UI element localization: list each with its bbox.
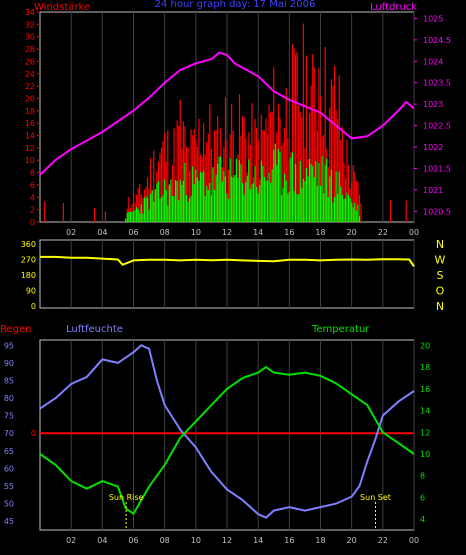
temperature-axis-title: Temperatur bbox=[311, 324, 370, 335]
x-tick-label: 00 bbox=[409, 536, 419, 545]
pressure-line bbox=[39, 51, 415, 176]
wind-tick-label: 30 bbox=[25, 33, 35, 42]
wind-tick-label: 28 bbox=[25, 45, 35, 54]
x-tick-label: 08 bbox=[160, 228, 170, 237]
humidity-temperature-panel: Regen Luftfeuchte Temperatur 45505560657… bbox=[0, 324, 430, 545]
wind-tick-label: 34 bbox=[25, 8, 35, 17]
x-tick-label: 18 bbox=[315, 536, 325, 545]
humidity-tick-label: 75 bbox=[4, 412, 14, 421]
x-tick-label: 12 bbox=[222, 228, 232, 237]
rain-tick-label: 0 bbox=[31, 429, 36, 438]
pressure-tick-label: 1023 bbox=[423, 100, 443, 109]
humidity-tick-label: 80 bbox=[4, 394, 14, 403]
temperature-tick-label: 16 bbox=[420, 385, 430, 394]
pressure-tick-label: 1024.5 bbox=[423, 36, 451, 45]
x-tick-label: 16 bbox=[284, 536, 294, 545]
x-tick-label: 00 bbox=[409, 228, 419, 237]
temperature-tick-label: 12 bbox=[420, 428, 430, 437]
humidity-tick-label: 60 bbox=[4, 464, 14, 473]
wind-axis-title: Windstärke bbox=[34, 2, 90, 13]
compass-label: O bbox=[436, 285, 445, 298]
wind-tick-label: 16 bbox=[25, 119, 35, 128]
wind-tick-label: 10 bbox=[25, 156, 35, 165]
direction-tick-label: 270 bbox=[21, 256, 36, 265]
wind-tick-label: 18 bbox=[25, 107, 35, 116]
pressure-axis-title: Luftdruck bbox=[370, 2, 417, 13]
sun-marker-label: Sun Set bbox=[360, 493, 391, 502]
wind-tick-label: 14 bbox=[25, 132, 35, 141]
pressure-tick-label: 1021.5 bbox=[423, 164, 451, 173]
x-tick-label: 20 bbox=[347, 228, 357, 237]
temperature-tick-label: 14 bbox=[420, 407, 430, 416]
pressure-tick-label: 1022.5 bbox=[423, 122, 451, 131]
chart-title: 24 hour graph day: 17 Mai 2006 bbox=[155, 0, 316, 10]
x-tick-label: 08 bbox=[160, 536, 170, 545]
x-tick-label: 12 bbox=[222, 536, 232, 545]
x-tick-label: 06 bbox=[128, 536, 138, 545]
x-tick-label: 02 bbox=[66, 228, 76, 237]
wind-tick-label: 22 bbox=[25, 82, 35, 91]
direction-tick-label: 360 bbox=[21, 240, 36, 249]
x-tick-label: 14 bbox=[253, 228, 263, 237]
pressure-tick-label: 1025 bbox=[423, 14, 443, 23]
rain-axis-title: Regen bbox=[0, 324, 32, 335]
pressure-tick-label: 1024 bbox=[423, 57, 443, 66]
direction-line bbox=[40, 255, 415, 267]
wind-tick-label: 0 bbox=[30, 218, 35, 227]
wind-tick-label: 8 bbox=[30, 169, 35, 178]
direction-tick-label: 0 bbox=[31, 302, 36, 311]
humidity-tick-label: 55 bbox=[4, 482, 14, 491]
pressure-tick-label: 1020.5 bbox=[423, 207, 451, 216]
direction-tick-label: 90 bbox=[26, 287, 36, 296]
wind-tick-label: 26 bbox=[25, 57, 35, 66]
humidity-tick-label: 85 bbox=[4, 376, 14, 385]
humidity-axis-title: Luftfeuchte bbox=[66, 324, 123, 335]
wind-tick-label: 12 bbox=[25, 144, 35, 153]
wind-tick-label: 6 bbox=[30, 181, 35, 190]
temperature-line bbox=[39, 365, 415, 516]
x-tick-label: 06 bbox=[128, 228, 138, 237]
x-tick-label: 18 bbox=[315, 228, 325, 237]
temperature-tick-label: 4 bbox=[420, 515, 425, 524]
wind-pressure-panel: Windstärke 24 hour graph day: 17 Mai 200… bbox=[25, 0, 451, 237]
compass-label: S bbox=[437, 269, 444, 282]
compass-label: N bbox=[436, 300, 444, 313]
x-tick-label: 20 bbox=[347, 536, 357, 545]
humidity-tick-label: 90 bbox=[4, 359, 14, 368]
wind-tick-label: 24 bbox=[25, 70, 35, 79]
temperature-tick-label: 20 bbox=[420, 341, 430, 350]
compass-label: N bbox=[436, 238, 444, 251]
x-tick-label: 02 bbox=[66, 536, 76, 545]
compass-label: W bbox=[435, 254, 446, 267]
x-tick-label: 14 bbox=[253, 536, 263, 545]
x-tick-label: 22 bbox=[378, 228, 388, 237]
x-tick-label: 10 bbox=[191, 228, 201, 237]
temperature-tick-label: 10 bbox=[420, 450, 430, 459]
humidity-tick-label: 50 bbox=[4, 500, 14, 509]
pressure-tick-label: 1022 bbox=[423, 143, 443, 152]
temperature-tick-label: 8 bbox=[420, 472, 425, 481]
wind-tick-label: 20 bbox=[25, 94, 35, 103]
direction-tick-label: 180 bbox=[21, 271, 36, 280]
humidity-tick-label: 65 bbox=[4, 447, 14, 456]
humidity-tick-label: 95 bbox=[4, 341, 14, 350]
x-tick-label: 10 bbox=[191, 536, 201, 545]
temperature-tick-label: 18 bbox=[420, 363, 430, 372]
x-tick-label: 04 bbox=[97, 228, 107, 237]
x-tick-label: 22 bbox=[378, 536, 388, 545]
humidity-tick-label: 70 bbox=[4, 429, 14, 438]
humidity-line bbox=[39, 344, 415, 519]
pressure-tick-label: 1021 bbox=[423, 186, 443, 195]
temperature-tick-label: 6 bbox=[420, 493, 425, 502]
humidity-tick-label: 45 bbox=[4, 517, 14, 526]
x-tick-label: 16 bbox=[284, 228, 294, 237]
x-tick-label: 04 bbox=[97, 536, 107, 545]
pressure-tick-label: 1023.5 bbox=[423, 79, 451, 88]
sun-marker-label: Sun Rise bbox=[109, 493, 144, 502]
wind-tick-label: 32 bbox=[25, 20, 35, 29]
wind-tick-label: 4 bbox=[30, 193, 35, 202]
wind-tick-label: 2 bbox=[30, 206, 35, 215]
